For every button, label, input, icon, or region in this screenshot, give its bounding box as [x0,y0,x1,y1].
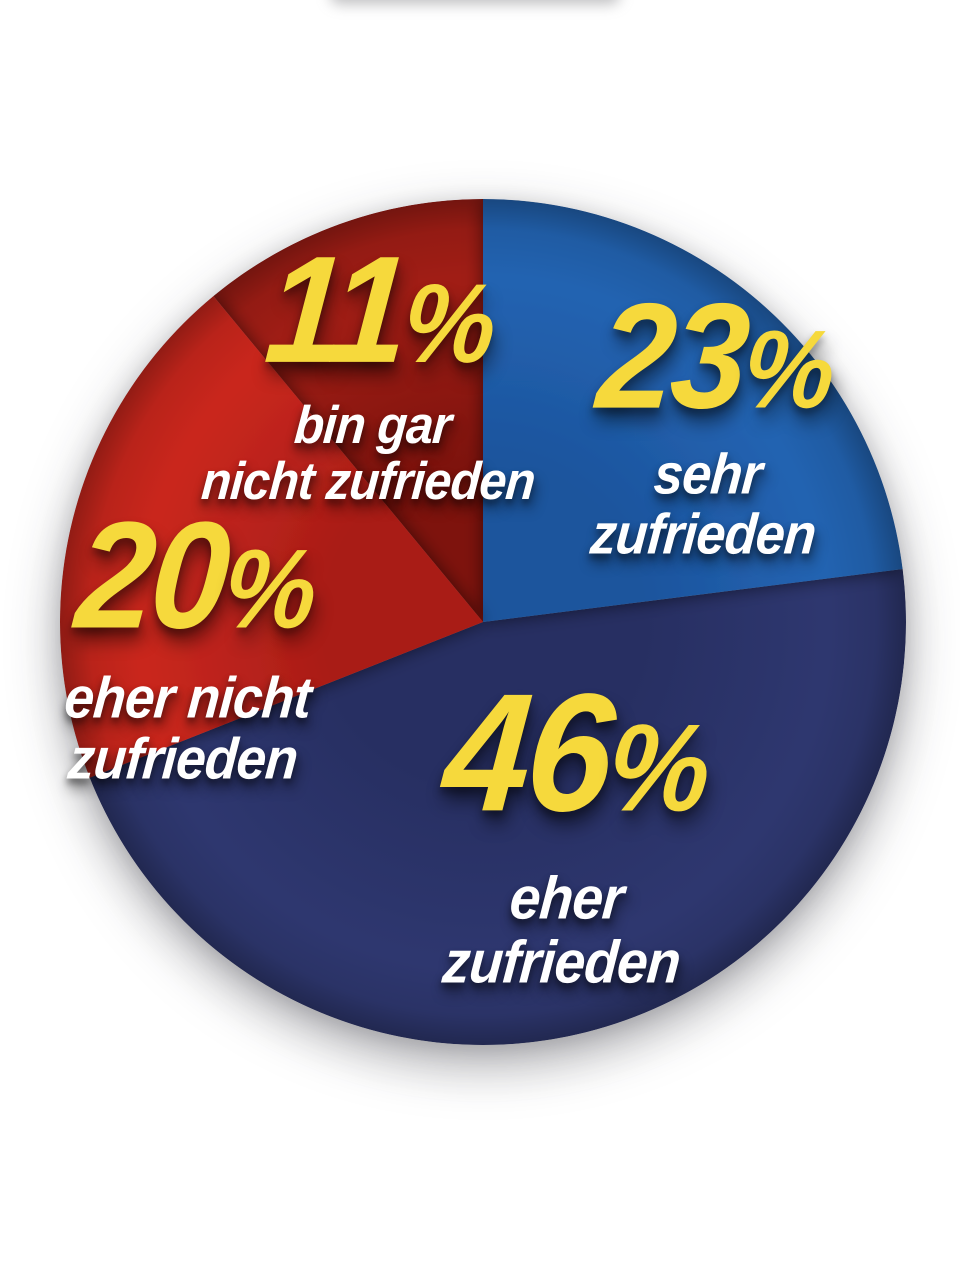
slice-value: 46% [438,658,718,846]
slice-caption: bin gar nicht zufrieden [199,395,541,511]
percent-sign: % [738,307,840,432]
caption-line-2: zufrieden [587,503,818,567]
slice-label-sehr-zufrieden: 23% sehr zufrieden [582,272,842,567]
value-number: 23 [592,271,752,440]
caption-line-1: eher nicht [62,665,314,731]
caption-line-1: eher [507,864,626,932]
cropped-header-shadow [330,0,620,4]
caption-line-1: bin gar [292,395,454,455]
caption-line-2: zufrieden [65,727,300,792]
slice-caption: eher zufrieden [426,864,703,995]
percent-sign: % [398,259,501,386]
value-number: 46 [437,658,618,847]
pie-rim-vignette [60,199,906,1045]
caption-line-2: nicht zufrieden [199,452,538,511]
caption-line-2: zufrieden [440,928,683,995]
percent-sign: % [602,698,716,838]
slice-value: 23% [592,272,842,440]
slice-label-eher-zufrieden: 46% eher zufrieden [426,658,718,995]
slice-label-bin-gar-nicht-zufrieden: 11% bin gar nicht zufrieden [199,225,554,511]
percent-sign: % [219,525,322,652]
slice-label-eher-nicht-zufrieden: 20% eher nicht zufrieden [57,491,327,792]
slice-caption: eher nicht zufrieden [57,665,314,792]
caption-line-1: sehr [651,442,764,507]
slice-caption: sehr zufrieden [582,442,829,567]
value-number: 11 [260,224,412,395]
value-number: 20 [70,490,233,661]
slice-value: 20% [69,491,327,661]
slice-value: 11% [209,225,554,395]
